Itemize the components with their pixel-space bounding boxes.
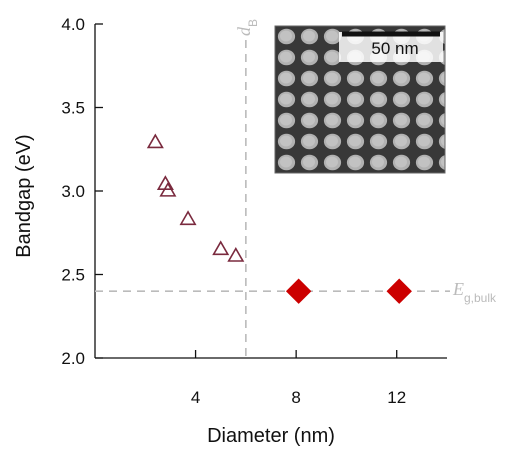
scale-bar-background <box>339 32 443 62</box>
x-axis-title: Diameter (nm) <box>207 425 335 447</box>
diamond-point <box>285 278 312 304</box>
y-tick-label: 3.0 <box>61 182 85 201</box>
bohr-diameter-label: dB <box>234 19 260 36</box>
diamond-point <box>386 278 412 304</box>
triangle-point <box>179 210 197 226</box>
x-tick-label: 8 <box>291 388 300 407</box>
y-tick-label: 4.0 <box>61 15 85 34</box>
y-axis-title: Bandgap (eV) <box>13 134 35 257</box>
triangle-point <box>146 133 164 149</box>
y-tick-label: 3.5 <box>61 99 85 118</box>
x-tick-label: 4 <box>191 388 200 407</box>
triangle-point <box>159 181 177 197</box>
axes: 2.0 2.5 3.0 3.5 4.0 4 8 12 Diameter (nm) Bandgap … <box>13 15 447 447</box>
bulk-bandgap-label-subscript: g,bulk <box>464 291 497 305</box>
bohr-diameter-label-subscript: B <box>246 19 260 27</box>
y-tick-label: 2.5 <box>61 266 85 285</box>
bulk-bandgap-label: Eg,bulk <box>452 279 497 305</box>
inset-border <box>274 25 446 174</box>
x-tick-label: 12 <box>387 388 406 407</box>
y-tick-label: 2.0 <box>61 349 85 368</box>
triangle-point <box>212 240 230 256</box>
inset-micrograph: 50 nm <box>274 25 446 174</box>
scale-bar-label: 50 nm <box>371 39 418 58</box>
triangle-point <box>227 247 245 262</box>
data-points <box>146 133 412 304</box>
